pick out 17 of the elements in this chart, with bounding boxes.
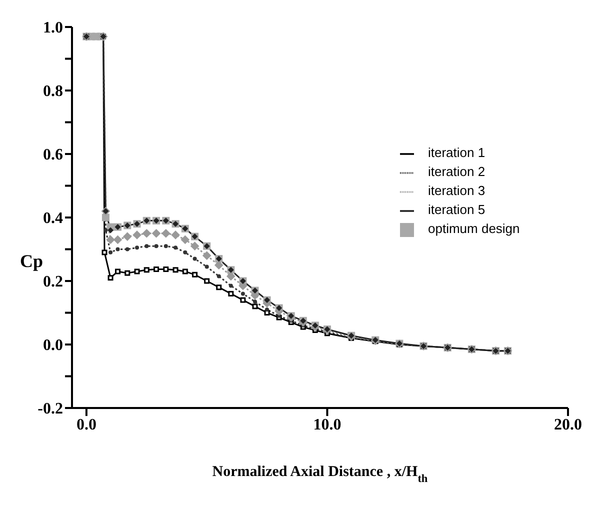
- x-tick-label: 0.0: [76, 416, 96, 434]
- y-tick-label: 0.2: [43, 274, 63, 291]
- legend-label: iteration 1: [428, 145, 486, 160]
- x-axis-title: Normalized Axial Distance , x/H$_{th}$: [212, 464, 428, 485]
- legend-label: iteration 2: [428, 164, 486, 179]
- x-tick-label: 20.0: [554, 416, 582, 434]
- legend-label: optimum design: [428, 221, 520, 236]
- y-tick-label: 0.4: [43, 210, 63, 228]
- y-tick-label: 0.0: [43, 337, 63, 354]
- y-axis-title: Cp: [20, 251, 44, 272]
- y-tick-label: -0.2: [38, 400, 63, 418]
- legend-label: iteration 3: [428, 183, 486, 198]
- y-tick-label: 1.0: [43, 20, 63, 37]
- legend-label: iteration 5: [428, 202, 486, 217]
- y-tick-label: 0.8: [43, 83, 63, 100]
- y-tick-label: 0.6: [43, 146, 63, 164]
- x-tick-label: 10.0: [313, 416, 342, 434]
